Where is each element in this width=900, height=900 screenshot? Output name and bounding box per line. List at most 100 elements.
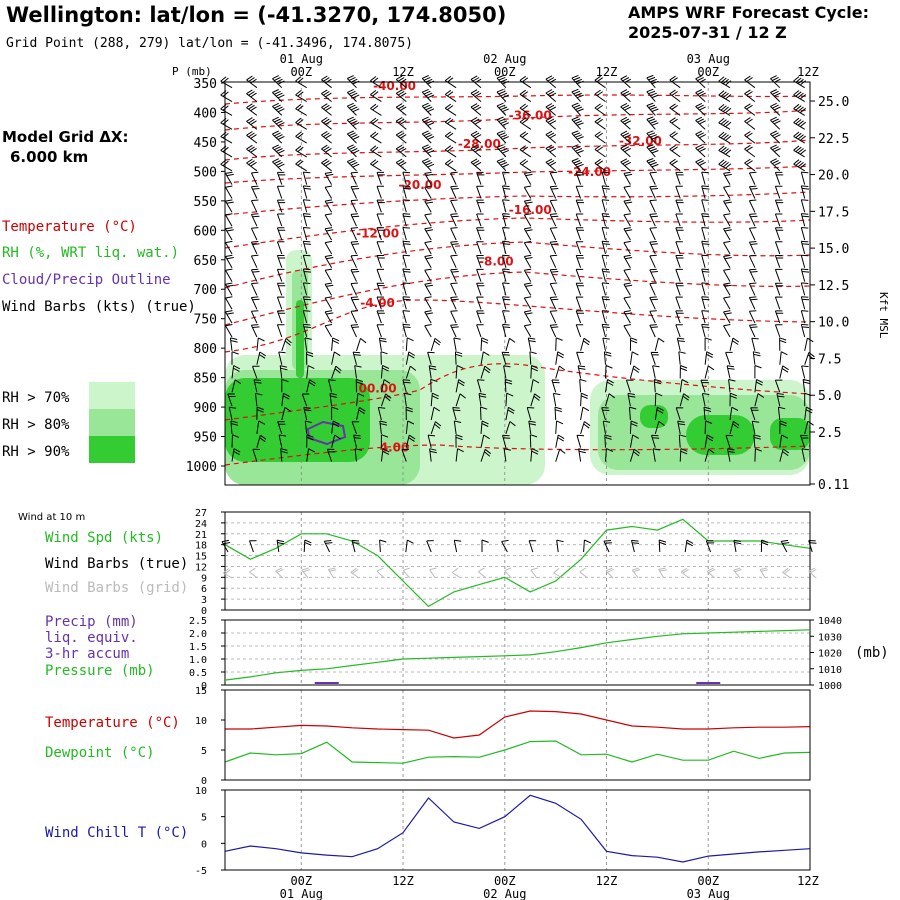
cross-section-wind-barb xyxy=(718,90,732,103)
cross-section-wind-barb xyxy=(402,254,410,268)
cross-section-wind-barb xyxy=(424,324,432,338)
cross-section-wind-barb xyxy=(779,420,787,434)
wind-barb-true xyxy=(303,539,312,553)
cross-section-wind-barb xyxy=(748,213,758,227)
cross-section-wind-barb xyxy=(427,434,436,448)
cross-section-wind-barb xyxy=(580,392,588,407)
cross-section-wind-barb xyxy=(421,130,435,144)
height-tick-label: 12.5 xyxy=(818,279,849,294)
isotherm-label: -8.00 xyxy=(479,255,514,269)
wind-barb-grid xyxy=(301,567,310,579)
cross-section-wind-barb xyxy=(306,351,314,365)
cross-section-wind-barb xyxy=(421,88,435,102)
cross-section-wind-barb xyxy=(424,171,433,185)
cross-section-wind-barb xyxy=(430,406,441,421)
cross-section-wind-barb xyxy=(476,296,484,310)
cross-section-wind-barb xyxy=(748,324,758,338)
cross-section-wind-barb xyxy=(250,185,260,199)
cross-section-wind-barb xyxy=(770,89,781,102)
cross-section-wind-barb xyxy=(523,282,533,296)
cross-section-wind-barb xyxy=(395,103,407,116)
cross-section-wind-barb xyxy=(580,421,591,435)
cross-section-wind-barb xyxy=(370,117,382,130)
panel-frame xyxy=(224,511,811,611)
series-line xyxy=(224,794,811,863)
cross-section-wind-barb xyxy=(476,268,484,282)
cross-section-wind-barb xyxy=(421,158,435,172)
cross-section-wind-barb xyxy=(649,254,657,268)
cross-section-wind-barb xyxy=(748,282,757,296)
pressure-tick-label: 650 xyxy=(194,254,217,269)
cross-section-wind-barb xyxy=(353,434,362,448)
bottom-date-label: 02 Aug xyxy=(483,887,526,900)
cross-section-wind-barb xyxy=(701,268,710,282)
cross-section-wind-barb xyxy=(804,406,813,421)
cross-section-wind-barb xyxy=(774,268,783,282)
cross-section-wind-barb xyxy=(549,310,558,324)
cross-section-wind-barb xyxy=(774,296,783,310)
cross-section-wind-barb xyxy=(770,75,781,89)
cross-section-wind-barb xyxy=(450,296,459,310)
panel-tick-label: 0 xyxy=(201,681,207,692)
cross-section-wind-barb xyxy=(302,227,311,241)
cross-section-wind-barb xyxy=(402,282,410,296)
cross-section-wind-barb xyxy=(605,365,613,379)
cross-section-wind-barb xyxy=(395,158,407,172)
bottom-time-label: 12Z xyxy=(797,874,819,888)
cross-section-wind-barb xyxy=(502,227,510,241)
cross-section-wind-barb xyxy=(501,351,510,365)
cross-section-wind-barb xyxy=(750,407,759,421)
cross-section-wind-barb xyxy=(229,337,238,351)
cross-section-wind-barb xyxy=(704,337,712,351)
cross-section-wind-barb xyxy=(225,213,233,227)
cross-section-wind-barb xyxy=(770,144,781,158)
panel-tick-label: 5 xyxy=(201,746,207,757)
cross-section-wind-barb xyxy=(571,74,584,89)
wind-barb-true xyxy=(276,539,285,553)
cross-section-wind-barb xyxy=(748,241,758,255)
cross-section-wind-barb xyxy=(530,393,541,407)
cross-section-wind-barb xyxy=(496,144,509,158)
wind-barb-true xyxy=(733,539,742,553)
cross-section-wind-barb xyxy=(450,171,458,185)
cross-section-wind-barb xyxy=(453,337,461,351)
panel-tick-label: 1.5 xyxy=(189,642,207,653)
cross-section-wind-barb xyxy=(549,296,559,310)
cross-section-wind-barb xyxy=(279,365,288,379)
cross-section-wind-barb xyxy=(405,420,415,434)
temperature-panel-legend: Temperature (°C) xyxy=(45,715,180,731)
cross-section-wind-barb xyxy=(350,199,359,213)
wind-barb-true xyxy=(323,540,333,553)
cross-section-wind-barb xyxy=(502,310,510,324)
cross-section-wind-barb xyxy=(549,227,558,241)
cross-section-wind-barb xyxy=(594,158,606,172)
panel-tick-label: 0 xyxy=(201,839,207,850)
cross-section-wind-barb xyxy=(723,254,732,268)
cross-section-wind-barb xyxy=(753,434,761,448)
cross-section-wind-barb xyxy=(380,448,390,462)
cross-section-wind-barb xyxy=(295,103,307,116)
cross-section-wind-barb xyxy=(424,310,433,324)
cross-section-wind-barb xyxy=(225,310,234,324)
pressure-tick-label: 1000 xyxy=(818,681,842,692)
cross-section-wind-barb xyxy=(295,145,307,158)
cross-section-wind-barb xyxy=(276,310,286,324)
cross-section-wind-barb xyxy=(250,241,260,255)
cross-section-wind-barb xyxy=(605,379,614,393)
cross-section-wind-barb xyxy=(295,90,307,103)
temperature-panel: 0 5 10 15 xyxy=(195,686,811,787)
cross-section-wind-barb xyxy=(793,145,807,158)
cross-section-wind-barb xyxy=(454,351,463,365)
cross-section-wind-barb xyxy=(549,185,559,199)
cross-section-wind-barb xyxy=(679,393,690,407)
cross-section-wind-barb xyxy=(526,407,535,421)
cross-section-wind-barb xyxy=(530,448,539,462)
cross-section-wind-barb xyxy=(675,171,684,185)
cross-section-wind-barb xyxy=(328,379,336,393)
panel-tick-label: 9 xyxy=(201,573,207,584)
cross-section-wind-barb xyxy=(754,378,763,393)
cross-section-wind-barb xyxy=(350,310,359,324)
cross-section-wind-barb xyxy=(545,75,557,89)
cross-section-wind-barb xyxy=(476,213,484,227)
panel-tick-label: 0.5 xyxy=(189,668,207,679)
